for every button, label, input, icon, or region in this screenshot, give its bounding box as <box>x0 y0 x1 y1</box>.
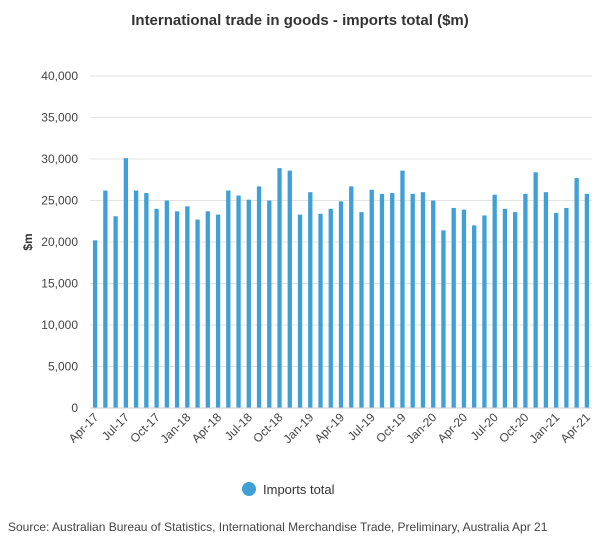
bar[interactable] <box>133 190 139 408</box>
bar[interactable] <box>359 212 364 408</box>
bars <box>92 158 590 409</box>
y-tick-label: 5,000 <box>48 360 78 374</box>
bar[interactable] <box>113 216 118 408</box>
bar[interactable] <box>297 214 303 408</box>
bar[interactable] <box>369 189 374 408</box>
bar[interactable] <box>215 214 221 408</box>
x-tick-label: Jul-20 <box>468 410 501 443</box>
bar[interactable] <box>236 195 241 408</box>
x-tick-label: Jul-19 <box>345 410 378 443</box>
bar[interactable] <box>328 208 333 408</box>
bar[interactable] <box>277 168 282 408</box>
bar[interactable] <box>400 170 405 408</box>
bar[interactable] <box>318 213 323 408</box>
x-tick-label: Jan-21 <box>526 410 562 446</box>
bar[interactable] <box>379 193 385 408</box>
bar[interactable] <box>420 192 426 408</box>
x-tick-label: Jul-18 <box>222 410 255 443</box>
bar[interactable] <box>338 201 344 408</box>
x-tick-label: Jul-17 <box>99 410 132 443</box>
x-tick-label: Oct-20 <box>496 410 532 446</box>
y-tick-label: 25,000 <box>41 194 78 208</box>
y-tick-label: 0 <box>71 401 78 415</box>
legend-marker-icon <box>242 482 256 496</box>
x-tick-label: Apr-19 <box>312 410 348 446</box>
legend[interactable]: Imports total <box>242 482 335 497</box>
x-tick-label: Jan-19 <box>281 410 317 446</box>
x-tick-label: Oct-17 <box>127 410 163 446</box>
bar[interactable] <box>441 230 446 408</box>
bar[interactable] <box>144 193 149 408</box>
y-tick-label: 30,000 <box>41 152 78 166</box>
bar[interactable] <box>533 172 538 408</box>
y-tick-label: 20,000 <box>41 235 78 249</box>
y-tick-label: 10,000 <box>41 318 78 332</box>
bar[interactable] <box>553 212 559 408</box>
x-tick-label: Apr-17 <box>66 410 102 446</box>
bar[interactable] <box>154 208 159 408</box>
x-tick-label: Jan-20 <box>403 410 439 446</box>
x-tick-label: Apr-21 <box>558 410 594 446</box>
bar[interactable] <box>410 193 415 408</box>
bar[interactable] <box>564 207 569 408</box>
bar[interactable] <box>451 207 456 408</box>
bar[interactable] <box>246 199 251 408</box>
y-tick-label: 40,000 <box>41 69 78 83</box>
bar[interactable] <box>92 240 98 408</box>
bar[interactable] <box>164 200 169 409</box>
bar[interactable] <box>349 186 354 408</box>
x-tick-label: Oct-18 <box>250 410 286 446</box>
bar[interactable] <box>308 192 313 408</box>
bar[interactable] <box>584 193 590 408</box>
bar[interactable] <box>390 193 395 408</box>
bar[interactable] <box>574 178 579 408</box>
bar[interactable] <box>472 225 477 408</box>
x-tick-label: Jan-18 <box>158 410 194 446</box>
source-note: Source: Australian Bureau of Statistics,… <box>8 520 548 534</box>
bar[interactable] <box>513 212 518 408</box>
bar[interactable] <box>543 192 549 408</box>
chart-title: International trade in goods - imports t… <box>131 12 469 29</box>
bar[interactable] <box>492 194 497 408</box>
bar[interactable] <box>287 170 292 408</box>
bar[interactable] <box>226 190 231 408</box>
x-tick-label: Apr-18 <box>189 410 225 446</box>
bar[interactable] <box>523 193 528 408</box>
y-tick-label: 35,000 <box>41 111 78 125</box>
bar[interactable] <box>205 211 210 408</box>
bar[interactable] <box>195 219 200 408</box>
x-tick-label: Apr-20 <box>435 410 471 446</box>
y-tick-label: 15,000 <box>41 277 78 291</box>
bar[interactable] <box>174 211 180 408</box>
legend-label: Imports total <box>263 482 335 497</box>
y-axis-ticks: 0 5,000 10,000 15,000 20,000 25,000 30,000 35,0… <box>41 69 78 415</box>
bar[interactable] <box>123 158 129 408</box>
bar[interactable] <box>482 215 487 408</box>
bar[interactable] <box>267 200 272 409</box>
bar[interactable] <box>103 190 108 408</box>
y-axis-label: $m <box>21 233 35 250</box>
bar[interactable] <box>502 208 508 408</box>
bar[interactable] <box>185 206 190 408</box>
bar[interactable] <box>461 209 467 408</box>
x-axis-ticks: Apr-17Jul-17Oct-17Jan-18Apr-18Jul-18Oct-… <box>66 410 593 446</box>
bar[interactable] <box>256 186 262 408</box>
bar[interactable] <box>431 200 436 409</box>
x-tick-label: Oct-19 <box>373 410 409 446</box>
